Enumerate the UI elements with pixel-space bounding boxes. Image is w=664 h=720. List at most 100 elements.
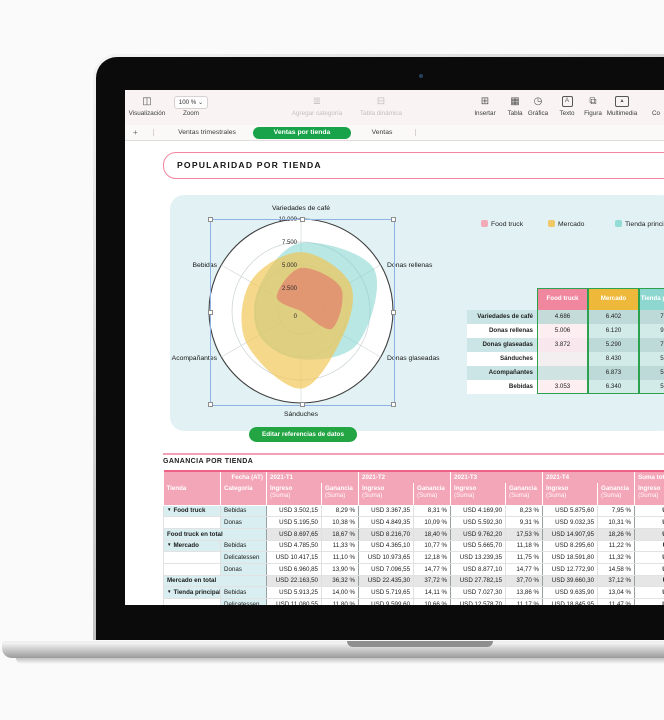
profit-value-cell[interactable]: USD 41.58 bbox=[634, 528, 664, 541]
profit-categoria-cell[interactable]: Bebidas bbox=[220, 505, 267, 518]
profit-value-cell[interactable]: 14,77 % bbox=[413, 563, 451, 576]
profit-value-cell[interactable]: 8,31 % bbox=[413, 505, 451, 518]
profit-value-cell[interactable]: USD 8.295,60 bbox=[542, 540, 598, 553]
popularity-cell[interactable]: 4.686 bbox=[537, 310, 588, 324]
toolbar-item-figura[interactable]: ⧉ Figura bbox=[582, 95, 604, 117]
popularity-row-label[interactable]: Donas rellenas bbox=[467, 324, 537, 338]
profit-value-cell[interactable]: 11,22 % bbox=[597, 540, 635, 553]
profit-categoria-cell[interactable]: Bebidas bbox=[220, 540, 267, 553]
profit-col-header[interactable]: Ganancia (Suma) bbox=[413, 483, 451, 506]
disclosure-triangle-icon[interactable]: ▼ bbox=[167, 589, 172, 595]
profit-value-cell[interactable]: USD 5.875,60 bbox=[542, 505, 598, 518]
profit-value-cell[interactable]: USD 112.0 bbox=[634, 575, 664, 588]
profit-group-header[interactable]: 2021-T2 bbox=[358, 471, 451, 483]
profit-value-cell[interactable]: 10,66 % bbox=[413, 598, 451, 605]
profit-value-cell[interactable]: USD 9.599,60 bbox=[358, 598, 414, 605]
profit-value-cell[interactable]: USD 3.367,35 bbox=[358, 505, 414, 518]
sheet-tab-2[interactable]: Ventas por tienda bbox=[253, 126, 351, 139]
profit-value-cell[interactable]: 8,23 % bbox=[505, 505, 543, 518]
profit-tienda-cell[interactable] bbox=[163, 551, 221, 564]
profit-value-cell[interactable]: USD 18.591,80 bbox=[542, 551, 598, 564]
profit-value-cell[interactable]: 12,18 % bbox=[413, 551, 451, 564]
profit-col-header[interactable]: Ganancia (Suma) bbox=[505, 483, 543, 506]
profit-value-cell[interactable]: USD 14.907,95 bbox=[542, 528, 598, 541]
profit-tienda-cell[interactable]: ▼ Mercado bbox=[163, 540, 221, 553]
profit-value-cell[interactable]: USD 35.70 bbox=[634, 563, 664, 576]
popularity-cell[interactable]: 5.2 bbox=[639, 380, 664, 394]
profit-tienda-cell[interactable]: ▼ Food truck bbox=[163, 505, 221, 518]
profit-value-cell[interactable]: USD 8.877,10 bbox=[450, 563, 506, 576]
add-sheet-button[interactable]: + bbox=[133, 128, 138, 137]
profit-value-cell[interactable]: 11,33 % bbox=[320, 540, 359, 553]
profit-value-cell[interactable]: USD 12.578,70 bbox=[450, 598, 506, 605]
profit-col-header[interactable]: Ingreso (Suma) bbox=[358, 483, 414, 506]
profit-value-cell[interactable]: 14,58 % bbox=[597, 563, 635, 576]
popularity-row-label[interactable]: Acompañantes bbox=[467, 366, 537, 380]
popularity-col-header[interactable]: Food truck bbox=[537, 288, 588, 310]
profit-value-cell[interactable]: 37,72 % bbox=[413, 575, 451, 588]
popularity-row-label[interactable]: Sánduches bbox=[467, 352, 537, 366]
popularity-row-label[interactable]: Bebidas bbox=[467, 380, 537, 394]
disclosure-triangle-icon[interactable]: ▼ bbox=[167, 507, 172, 513]
profit-value-cell[interactable]: 13,90 % bbox=[320, 563, 359, 576]
popularity-col-header[interactable]: Tienda principal bbox=[639, 288, 664, 310]
profit-value-cell[interactable]: 37,12 % bbox=[597, 575, 635, 588]
popularity-row-label[interactable]: Variedades de café bbox=[467, 310, 537, 324]
profit-value-cell[interactable]: 7,95 % bbox=[597, 505, 635, 518]
profit-value-cell[interactable]: USD 9.032,35 bbox=[542, 516, 598, 529]
profit-value-cell[interactable]: USD 7.027,30 bbox=[450, 586, 506, 599]
profit-value-cell[interactable]: 11,47 % bbox=[597, 598, 635, 605]
selection-handle[interactable] bbox=[391, 217, 396, 222]
profit-col-header[interactable]: Ingreso (Suma) bbox=[634, 483, 664, 506]
profit-value-cell[interactable]: USD 10.417,15 bbox=[266, 551, 322, 564]
toolbar-item-grafica[interactable]: ◷ Gráfica bbox=[525, 95, 551, 117]
profit-total-label[interactable]: Mercado en total bbox=[163, 575, 267, 588]
profit-group-header[interactable] bbox=[163, 471, 221, 483]
profit-value-cell[interactable]: 13,86 % bbox=[505, 586, 543, 599]
profit-value-cell[interactable]: USD 5.592,30 bbox=[450, 516, 506, 529]
sheet-tab-1[interactable]: Ventas trimestrales bbox=[178, 129, 236, 136]
profit-value-cell[interactable]: USD 5.665,70 bbox=[450, 540, 506, 553]
profit-value-cell[interactable]: USD 4.849,35 bbox=[358, 516, 414, 529]
profit-value-cell[interactable]: USD 22.435,30 bbox=[358, 575, 414, 588]
profit-value-cell[interactable]: USD 8.216,70 bbox=[358, 528, 414, 541]
profit-col-header[interactable]: Ganancia (Suma) bbox=[320, 483, 359, 506]
profit-categoria-cell[interactable]: Bebidas bbox=[220, 586, 267, 599]
disclosure-triangle-icon[interactable]: ▼ bbox=[167, 542, 172, 548]
profit-categoria-cell[interactable]: Donas bbox=[220, 516, 267, 529]
popularity-cell[interactable]: 6.120 bbox=[588, 324, 639, 338]
popularity-cell[interactable]: 5.2 bbox=[639, 366, 664, 380]
popularity-cell[interactable] bbox=[537, 366, 588, 380]
profit-value-cell[interactable]: USD 5.719,65 bbox=[358, 586, 414, 599]
profit-value-cell[interactable]: USD 22.163,50 bbox=[266, 575, 322, 588]
profit-group-header[interactable]: Fecha (AT) bbox=[220, 471, 267, 483]
profit-value-cell[interactable]: 18,26 % bbox=[597, 528, 635, 541]
profit-value-cell[interactable]: USD 24.66 bbox=[634, 516, 664, 529]
profit-value-cell[interactable]: USD 5.195,50 bbox=[266, 516, 322, 529]
profit-value-cell[interactable]: 36,32 % bbox=[320, 575, 359, 588]
profit-value-cell[interactable]: USD 10.973,65 bbox=[358, 551, 414, 564]
profit-value-cell[interactable]: USD 18.845,95 bbox=[542, 598, 598, 605]
edit-data-references-button[interactable]: Editar referencias de datos bbox=[249, 427, 357, 442]
profit-categoria-cell[interactable]: Delicatessen bbox=[220, 551, 267, 564]
popularity-row-label[interactable]: Donas glaseadas bbox=[467, 338, 537, 352]
profit-tienda-cell[interactable] bbox=[163, 598, 221, 605]
selection-handle[interactable] bbox=[208, 402, 213, 407]
popularity-cell[interactable]: 5.2 bbox=[639, 352, 664, 366]
profit-value-cell[interactable]: 14,00 % bbox=[320, 586, 359, 599]
profit-col-header[interactable]: Tienda bbox=[163, 483, 221, 506]
popularity-cell[interactable]: 6.402 bbox=[588, 310, 639, 324]
profit-value-cell[interactable]: 14,11 % bbox=[413, 586, 451, 599]
profit-value-cell[interactable]: 11,10 % bbox=[320, 551, 359, 564]
profit-value-cell[interactable]: 37,70 % bbox=[505, 575, 543, 588]
selection-handle[interactable] bbox=[208, 217, 213, 222]
profit-col-header[interactable]: Ingreso (Suma) bbox=[542, 483, 598, 506]
popularity-cell[interactable]: 7.1 bbox=[639, 338, 664, 352]
profit-value-cell[interactable]: USD 52.10 bbox=[634, 598, 664, 605]
profit-value-cell[interactable]: USD 9.635,90 bbox=[542, 586, 598, 599]
popularity-cell[interactable]: 7.4 bbox=[639, 310, 664, 324]
profit-value-cell[interactable]: 18,67 % bbox=[320, 528, 359, 541]
profit-group-header[interactable]: Suma total bbox=[634, 471, 664, 483]
profit-value-cell[interactable]: USD 39.660,30 bbox=[542, 575, 598, 588]
profit-value-cell[interactable]: 14,77 % bbox=[505, 563, 543, 576]
